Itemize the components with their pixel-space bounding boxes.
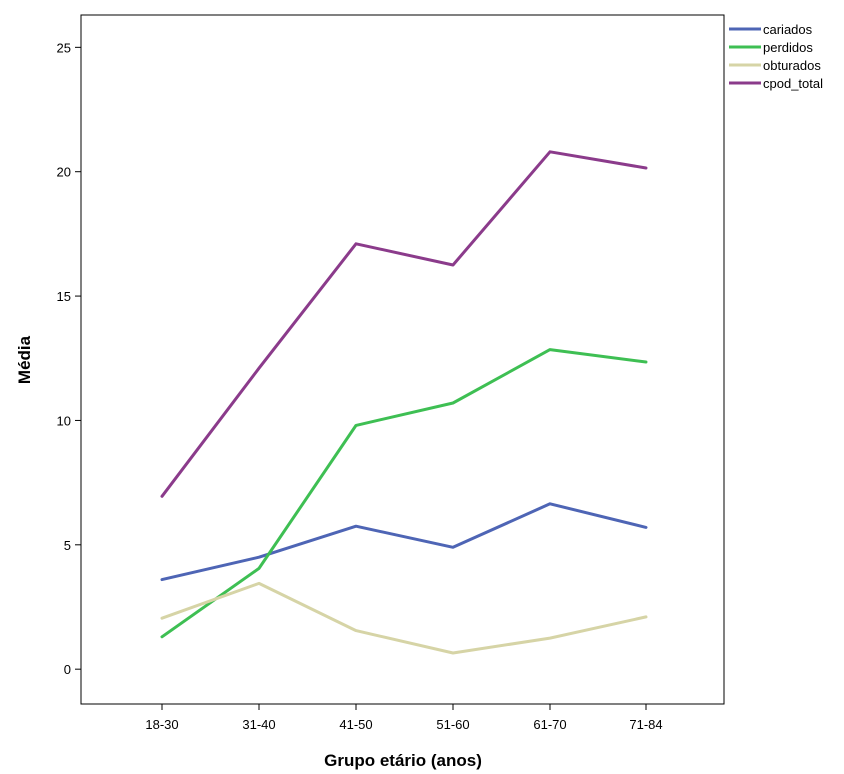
y-tick-label-1: 5	[64, 538, 71, 553]
y-tick-label-4: 20	[57, 165, 71, 180]
series-line-obturados	[160, 581, 648, 655]
series-line-cpod-total	[160, 150, 648, 498]
y-tick-label-3: 15	[57, 289, 71, 304]
x-tick-label-2: 41-50	[339, 717, 372, 732]
x-tick-label-5: 71-84	[629, 717, 662, 732]
x-tick-label-4: 61-70	[533, 717, 566, 732]
series-layer	[160, 150, 648, 655]
series-line-perdidos	[160, 348, 648, 639]
legend-label-perdidos: perdidos	[763, 40, 813, 55]
y-axis-title: Média	[15, 335, 34, 384]
legend: cariados perdidos obturados cpod_total	[729, 22, 823, 91]
series-line-cariados	[160, 502, 648, 582]
x-tick-label-1: 31-40	[242, 717, 275, 732]
y-tick-label-5: 25	[57, 40, 71, 55]
legend-label-cpod-total: cpod_total	[763, 76, 823, 91]
x-axis: 18-30 31-40 41-50 51-60 61-70 71-84	[145, 704, 663, 732]
y-tick-label-0: 0	[64, 662, 71, 677]
legend-label-obturados: obturados	[763, 58, 821, 73]
y-axis: 0 5 10 15 20 25	[57, 40, 81, 677]
x-tick-label-3: 51-60	[436, 717, 469, 732]
legend-label-cariados: cariados	[763, 22, 813, 37]
y-tick-label-2: 10	[57, 413, 71, 428]
x-tick-label-0: 18-30	[145, 717, 178, 732]
x-axis-title: Grupo etário (anos)	[324, 751, 482, 770]
